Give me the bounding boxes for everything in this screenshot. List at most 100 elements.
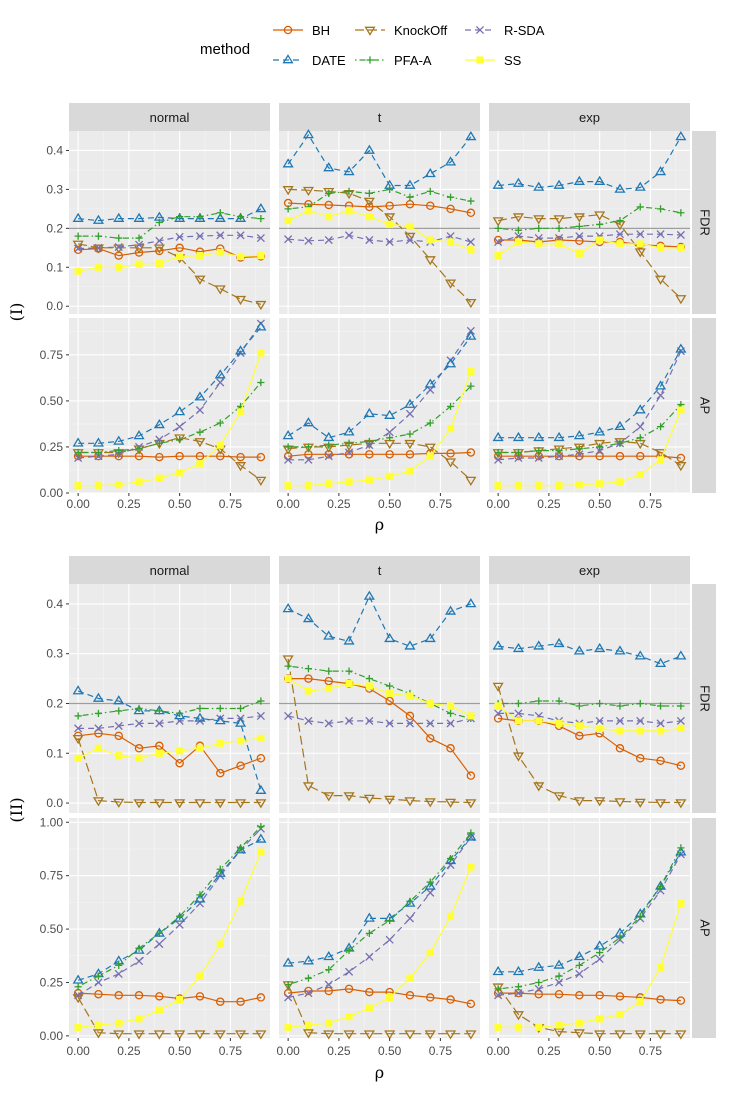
data-point-ss <box>135 1015 143 1023</box>
data-point-rsda <box>575 450 584 459</box>
series-line-bh <box>78 992 262 1003</box>
data-point-pfaa <box>636 434 644 442</box>
data-point-rsda <box>514 453 523 463</box>
data-point-knockoff <box>594 797 606 807</box>
y-tick-label: 1.00 <box>40 815 64 829</box>
data-point-knockoff <box>573 797 585 807</box>
data-point-rsda <box>94 978 103 987</box>
series-line-rsda <box>497 233 681 243</box>
data-point-ss <box>155 474 163 482</box>
series-line-pfaa <box>498 404 682 454</box>
data-point-rsda <box>284 455 293 464</box>
data-point-knockoff <box>363 197 375 207</box>
legend-title: method <box>200 41 250 58</box>
data-point-pfaa <box>596 220 604 229</box>
strip-FDR-bg <box>692 131 716 314</box>
data-point-ss <box>426 452 434 460</box>
data-point-date <box>174 710 186 720</box>
data-point-knockoff <box>235 462 247 472</box>
data-point-bh <box>466 448 476 457</box>
data-point-rsda <box>405 235 415 245</box>
data-point-knockoff <box>194 438 206 448</box>
data-point-ss <box>494 702 502 710</box>
data-point-ss <box>74 1023 82 1031</box>
data-point-knockoff <box>363 1030 375 1040</box>
data-point-bh <box>466 208 476 218</box>
series-line-rsda <box>288 234 472 243</box>
data-point-ss <box>216 739 224 747</box>
data-point-pfaa <box>616 702 624 710</box>
data-point-knockoff <box>92 244 104 254</box>
x-tick-label: 0.50 <box>168 1044 192 1058</box>
data-point-ss <box>257 734 265 742</box>
series-line-bh <box>288 202 472 214</box>
series-ss <box>74 248 265 275</box>
strip-label-fdr: FDR <box>698 685 713 712</box>
facet-bg <box>489 818 690 1038</box>
data-point-knockoff <box>553 792 565 802</box>
data-point-ss <box>656 456 665 464</box>
series-line-date <box>498 136 682 190</box>
data-point-date <box>614 420 626 431</box>
data-point-pfaa <box>656 205 665 213</box>
data-point-rsda <box>676 230 685 240</box>
data-point-rsda <box>236 231 245 240</box>
data-point-pfaa <box>115 707 123 715</box>
series-line-rsda <box>78 323 262 459</box>
series-line-ss <box>288 866 472 1028</box>
data-point-date <box>302 955 314 965</box>
legend-label-date: DATE <box>312 53 346 68</box>
series-line-pfaa <box>78 700 262 717</box>
data-point-ss <box>616 1010 624 1019</box>
data-point-pfaa <box>135 445 143 453</box>
data-point-bh <box>656 995 665 1004</box>
data-point-date <box>404 398 416 408</box>
x-axis-title: ρ <box>375 515 384 534</box>
data-point-ss <box>284 482 292 490</box>
data-point-date <box>214 212 226 222</box>
data-point-ss <box>575 481 583 489</box>
data-point-pfaa <box>575 702 583 710</box>
data-point-pfaa <box>304 443 313 451</box>
data-point-rsda <box>114 721 123 730</box>
data-point-ss <box>656 727 665 735</box>
data-point-pfaa <box>365 674 373 683</box>
data-point-rsda <box>405 914 415 923</box>
data-point-date <box>424 378 436 388</box>
data-point-rsda <box>94 452 103 461</box>
data-point-pfaa <box>257 378 265 387</box>
data-point-date <box>675 130 687 141</box>
data-point-bh <box>446 995 455 1004</box>
x-tick-label: 0.50 <box>378 1044 402 1058</box>
series-line-bh <box>498 992 681 1002</box>
data-point-bh <box>155 741 164 751</box>
data-point-knockoff <box>512 752 524 762</box>
data-point-bh <box>656 756 665 765</box>
data-point-pfaa <box>94 709 103 718</box>
data-point-rsda <box>385 428 394 437</box>
data-point-ss <box>345 679 353 688</box>
data-point-rsda <box>304 989 313 998</box>
series-line-bh <box>288 988 472 1005</box>
data-point-date <box>465 130 477 141</box>
data-point-date <box>655 166 667 176</box>
data-point-ss <box>406 974 414 982</box>
data-point-ss <box>115 263 123 271</box>
x-tick-label: 0.25 <box>117 497 141 511</box>
data-point-ss <box>446 912 455 920</box>
facet-bg <box>489 318 690 493</box>
data-point-knockoff <box>194 275 206 285</box>
data-point-pfaa <box>74 448 82 457</box>
series-pfaa <box>284 829 475 989</box>
data-point-knockoff <box>255 476 267 486</box>
data-point-knockoff <box>465 799 477 809</box>
data-point-rsda <box>175 920 184 929</box>
data-point-ss <box>446 702 455 710</box>
series-ss <box>494 236 685 260</box>
data-point-date <box>553 637 565 648</box>
data-point-date <box>445 854 457 865</box>
series-line-rsda <box>78 234 261 250</box>
data-point-rsda <box>365 716 374 725</box>
strip-label-exp: exp <box>579 563 600 578</box>
data-point-bh <box>385 696 394 706</box>
